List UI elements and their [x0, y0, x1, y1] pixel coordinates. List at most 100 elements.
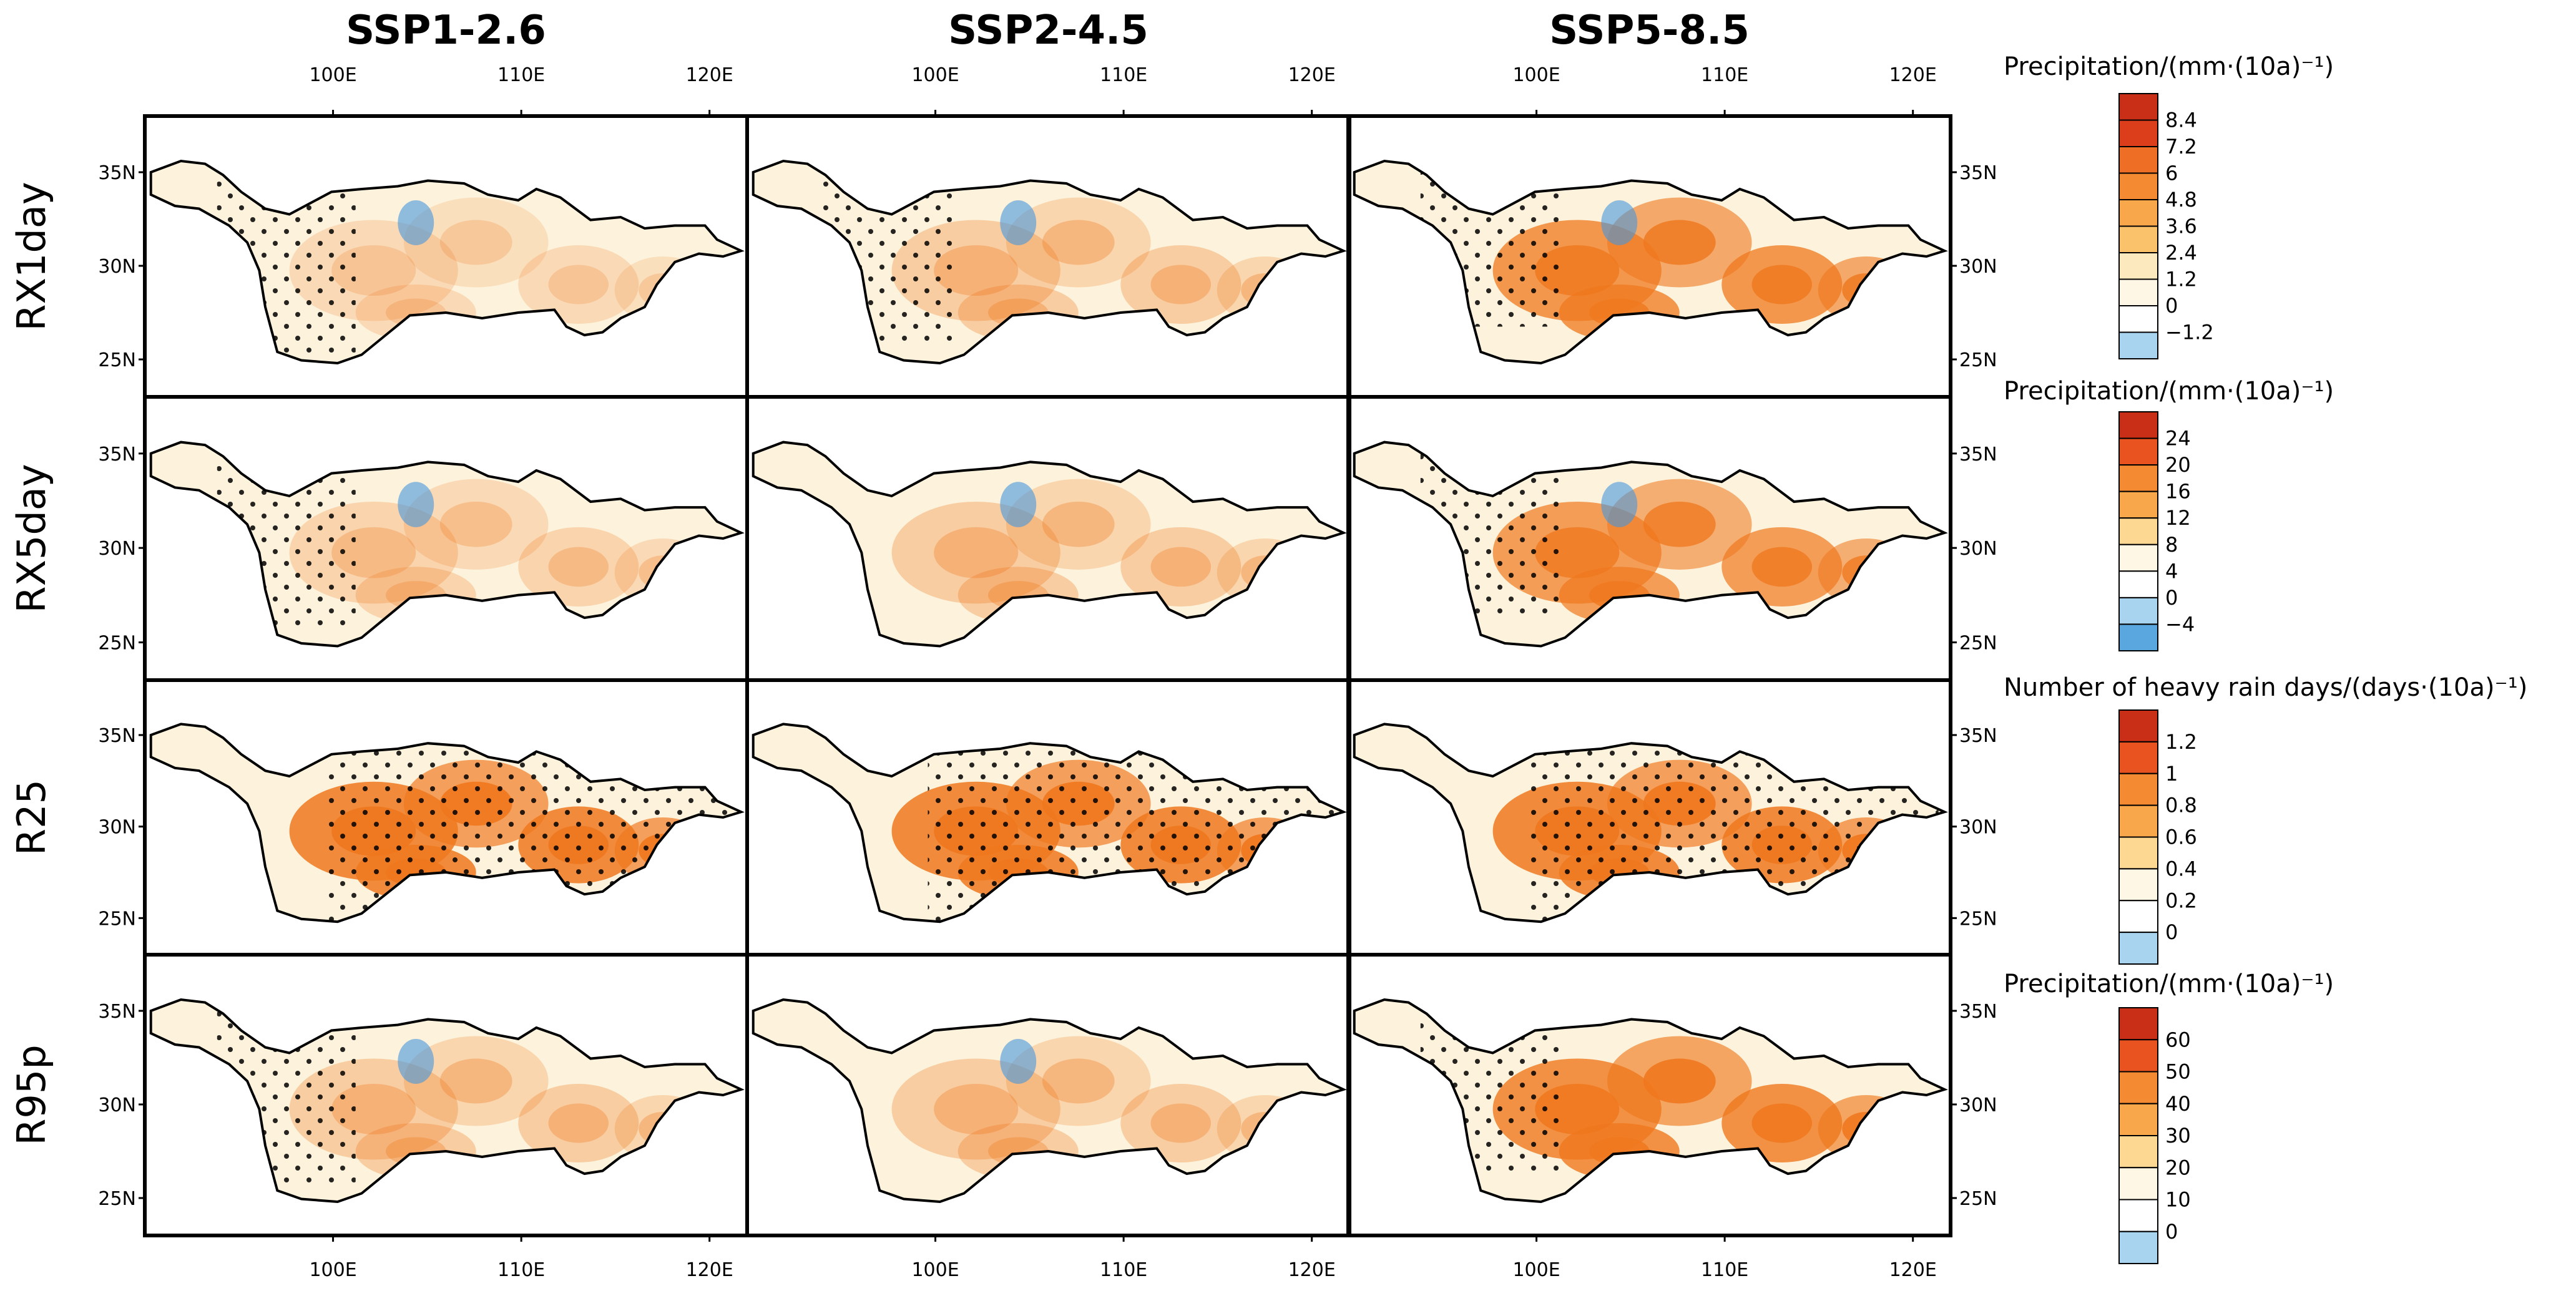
colorbar-level: 4 [2165, 559, 2178, 583]
map-panel [143, 953, 749, 1237]
lat-tick-label: 35N [1959, 162, 1997, 184]
significance-hatching [819, 161, 958, 341]
negative-anomaly [1000, 482, 1037, 527]
basin-outline [752, 441, 1347, 648]
map-panels: RX1day RX5day R25 R95p [9, 114, 1952, 1237]
negative-anomaly [1601, 482, 1638, 527]
lat-tick-label: 25N [98, 908, 136, 930]
colorbar-bin [2118, 623, 2158, 652]
map-panel [745, 678, 1351, 957]
lat-tick-label: 25N [98, 632, 136, 654]
significance-hatching [1529, 724, 1939, 922]
column-title: SSP1-2.6 [346, 7, 546, 54]
colorbar-level: 60 [2165, 1028, 2191, 1051]
colorbar-bin [2118, 1230, 2158, 1264]
map-panel [1346, 395, 1952, 682]
lon-tick-label: 120E [1889, 1259, 1937, 1281]
lon-tick-label: 120E [1288, 1259, 1336, 1281]
negative-anomaly [1000, 1039, 1037, 1084]
lat-tick-label: 35N [98, 725, 136, 747]
colorbar-bin [2118, 490, 2158, 519]
colorbar-level: 8.4 [2165, 109, 2197, 132]
anomaly-core [1042, 501, 1115, 547]
lat-tick-label: 35N [1959, 1001, 1997, 1023]
colorbar-bin [2118, 836, 2158, 870]
anomaly-core [439, 1058, 512, 1104]
map-panel [745, 953, 1351, 1237]
anomaly-contour [403, 479, 549, 570]
lat-tick-label: 25N [98, 349, 136, 371]
basin-outline [1353, 723, 1948, 923]
colorbar-level: 1 [2165, 762, 2178, 786]
colorbar-bin [2118, 252, 2158, 280]
lat-tick-label: 30N [98, 538, 136, 560]
colorbar-bin [2118, 804, 2158, 838]
anomaly-core [1751, 547, 1813, 587]
colorbar-level: 0 [2165, 294, 2178, 318]
significance-hatching [1420, 442, 1559, 618]
colorbar-level: 50 [2165, 1060, 2191, 1084]
row-label: RX1day [9, 182, 54, 331]
anomaly-core [934, 527, 1019, 578]
anomaly-core [1042, 1058, 1115, 1104]
anomaly-core [1150, 1103, 1212, 1143]
colorbar-bin [2118, 597, 2158, 625]
colorbar-bin [2118, 93, 2158, 121]
lon-tick-label: 100E [911, 64, 959, 86]
colorbar-bin [2118, 772, 2158, 806]
colorbar-bin [2118, 146, 2158, 174]
basin-fill [753, 442, 1344, 646]
lon-tick-label: 120E [686, 64, 733, 86]
colorbar-level: 0.2 [2165, 889, 2197, 912]
row-label: R95p [9, 1045, 54, 1145]
colorbar-level: 0 [2165, 1220, 2178, 1244]
anomaly-core [548, 547, 609, 587]
lat-tick-label: 35N [98, 162, 136, 184]
colorbar-bin [2118, 517, 2158, 545]
lat-tick-label: 25N [1959, 908, 1997, 930]
basin-outline [752, 159, 1347, 365]
colorbar-level: 20 [2165, 1156, 2191, 1179]
negative-anomaly [1601, 200, 1638, 245]
colorbar-bin [2118, 1071, 2158, 1104]
anomaly-contour [518, 527, 639, 607]
colorbar-bin [2118, 1039, 2158, 1073]
map-panel [1346, 953, 1952, 1237]
colorbar-bin [2118, 331, 2158, 359]
colorbar-bin [2118, 1135, 2158, 1169]
row-label: R25 [9, 779, 54, 855]
anomaly-contour [1120, 527, 1241, 607]
lon-tick-label: 110E [1100, 64, 1147, 86]
colorbar-title: Number of heavy rain days/(days·(10a)⁻¹) [2004, 673, 2527, 702]
colorbar-level: 7.2 [2165, 135, 2197, 158]
anomaly-core [439, 220, 512, 265]
colorbar-level: 8 [2165, 533, 2178, 557]
lat-tick-label: 35N [1959, 725, 1997, 747]
row-label: RX5day [9, 464, 54, 613]
colorbar-level: 0.8 [2165, 794, 2197, 817]
colorbar-level: 1.2 [2165, 268, 2197, 291]
anomaly-core [1150, 265, 1212, 305]
colorbar-level: 30 [2165, 1124, 2191, 1147]
map-panel [143, 678, 749, 957]
map-panel [143, 114, 749, 399]
colorbar-level: −4 [2165, 612, 2195, 636]
lat-tick-label: 35N [98, 1001, 136, 1023]
colorbar-bin [2118, 464, 2158, 492]
colorbar-bin [2118, 199, 2158, 227]
anomaly-core [1643, 220, 1716, 265]
anomaly-contour [1120, 245, 1241, 324]
lat-tick-label: 30N [1959, 817, 1997, 839]
colorbar-level: 2.4 [2165, 241, 2197, 265]
anomaly-contour [403, 1036, 549, 1126]
lon-tick-label: 110E [497, 64, 545, 86]
lat-tick-label: 35N [1959, 444, 1997, 465]
significance-hatching [1420, 161, 1559, 327]
lon-tick-label: 110E [1100, 1259, 1147, 1281]
colorbar-level: 16 [2165, 480, 2191, 504]
lon-tick-label: 100E [309, 64, 356, 86]
map-panel [143, 395, 749, 682]
anomaly-core [1751, 265, 1813, 305]
anomaly-contour [1006, 479, 1151, 570]
